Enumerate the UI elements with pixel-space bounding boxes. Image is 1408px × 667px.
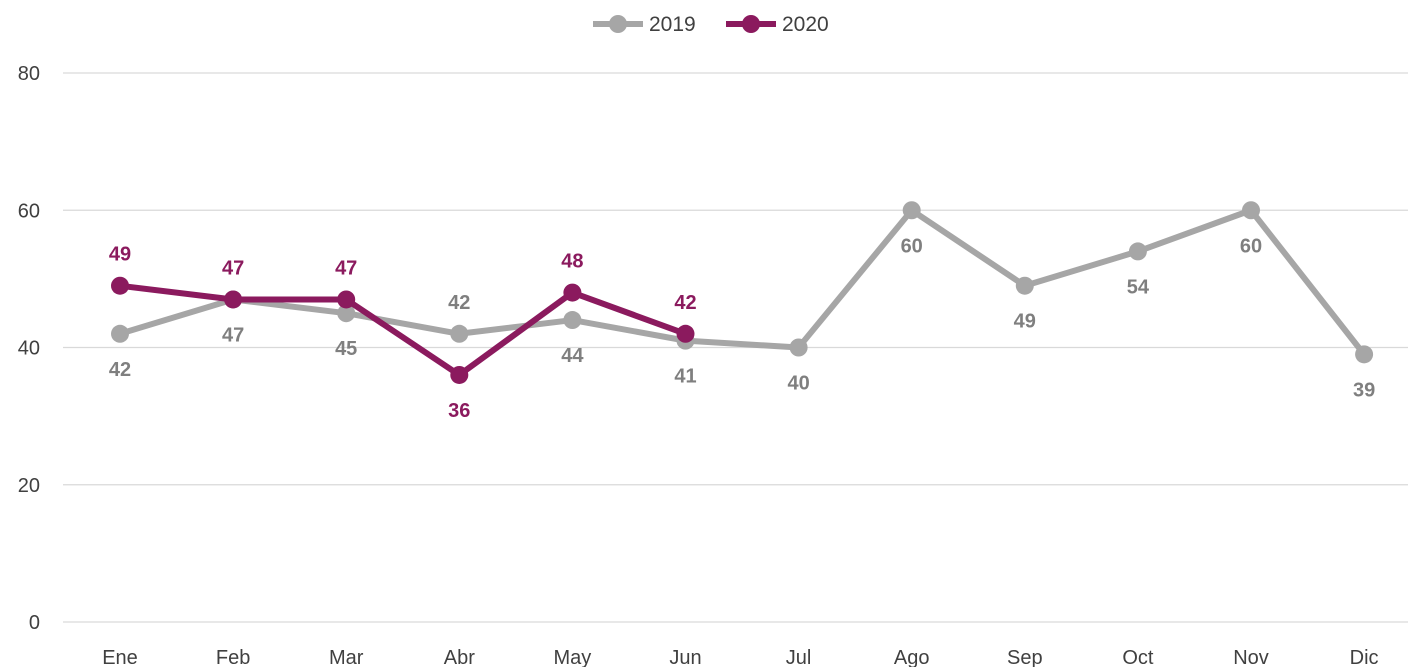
data-point-2019[interactable] (1242, 201, 1260, 220)
data-label-2020: 47 (222, 257, 244, 279)
data-label-2019: 45 (335, 338, 357, 360)
data-label-2019: 47 (222, 324, 244, 346)
series-line-2019 (117, 207, 1368, 358)
data-label-2019: 39 (1353, 379, 1375, 401)
data-point-2019[interactable] (789, 338, 808, 357)
data-label-2020: 42 (674, 292, 696, 314)
data-point-2020[interactable] (224, 290, 243, 309)
plot-area: 42 47 45 42 44 41 40 60 49 54 60 39 49 47 47 36 48 42 (109, 201, 1375, 422)
legend: 2019 2020 (593, 13, 829, 36)
data-point-2020[interactable] (676, 324, 695, 343)
legend-item-2020[interactable]: 2020 (726, 13, 829, 36)
y-tick-label: 0 (29, 612, 40, 634)
data-label-2020: 48 (561, 251, 583, 273)
x-tick-label: Ene (102, 647, 138, 667)
x-tick-label: Mar (329, 647, 364, 667)
data-label-2019: 40 (787, 373, 809, 395)
y-tick-label: 20 (18, 475, 40, 497)
data-point-2019[interactable] (902, 201, 921, 220)
legend-marker-2019 (609, 15, 627, 33)
legend-label-2020: 2020 (782, 13, 829, 36)
x-axis: Ene Feb Mar Abr May Jun Jul Ago Sep Oct Nov Dic (102, 647, 1378, 667)
x-tick-label: Dic (1350, 647, 1379, 667)
data-label-2020: 36 (448, 400, 470, 422)
x-tick-label: Jul (786, 647, 812, 667)
data-point-2019[interactable] (563, 311, 582, 330)
y-axis: 0 20 40 60 80 (18, 63, 40, 634)
x-tick-label: Ago (894, 647, 930, 667)
x-tick-label: Feb (216, 647, 250, 667)
data-point-2020[interactable] (563, 283, 582, 302)
legend-label-2019: 2019 (649, 13, 696, 36)
data-label-2020: 47 (335, 257, 357, 279)
data-label-2019: 60 (1240, 235, 1262, 257)
data-point-2019[interactable] (450, 324, 469, 343)
y-tick-label: 60 (18, 200, 40, 222)
gridlines (63, 72, 1408, 623)
data-label-2019: 54 (1127, 276, 1150, 298)
data-point-2020[interactable] (450, 365, 469, 384)
data-label-2019: 41 (674, 366, 696, 388)
data-label-2019: 42 (448, 292, 470, 314)
data-label-2019: 60 (901, 235, 923, 257)
x-tick-label: Jun (669, 647, 701, 667)
x-tick-label: Abr (444, 647, 475, 667)
data-point-2019[interactable] (1355, 345, 1374, 364)
y-tick-label: 40 (18, 338, 40, 360)
data-label-2019: 44 (561, 345, 584, 367)
x-tick-label: May (554, 647, 592, 667)
legend-marker-2020 (742, 15, 760, 33)
data-point-2019[interactable] (111, 324, 129, 343)
x-tick-label: Nov (1233, 647, 1269, 667)
data-point-2019[interactable] (1128, 242, 1147, 261)
series-line-2020 (117, 282, 689, 378)
data-point-2020[interactable] (337, 290, 356, 309)
y-tick-label: 80 (18, 63, 40, 85)
x-tick-label: Oct (1122, 647, 1154, 667)
data-label-2019: 42 (109, 359, 131, 381)
data-point-2019[interactable] (1015, 276, 1034, 295)
legend-item-2019[interactable]: 2019 (593, 13, 696, 36)
data-label-2020: 49 (109, 244, 131, 266)
data-point-2019[interactable] (337, 304, 356, 323)
x-tick-label: Sep (1007, 647, 1043, 667)
data-point-2020[interactable] (111, 276, 129, 295)
data-label-2019: 49 (1014, 311, 1036, 333)
series-2020: 49 47 47 36 48 42 (109, 244, 697, 422)
